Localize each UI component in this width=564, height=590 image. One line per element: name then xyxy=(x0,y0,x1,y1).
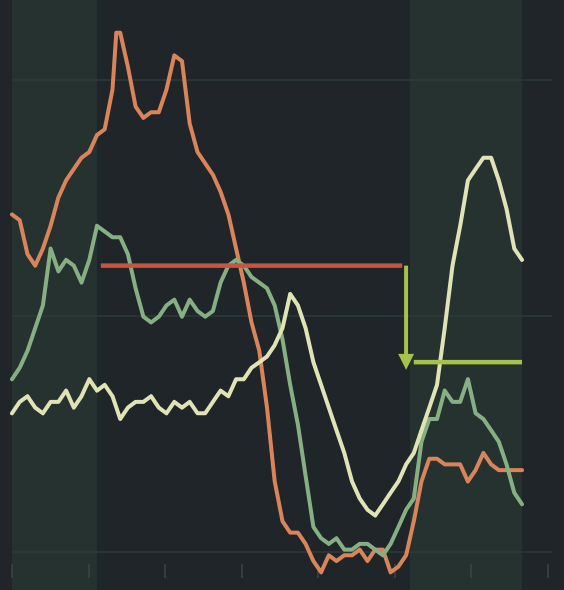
highlight-bands xyxy=(12,0,522,590)
highlight-band-2 xyxy=(409,0,522,590)
series-lines xyxy=(10,30,524,575)
reference-lines xyxy=(100,263,522,365)
series-line-2 xyxy=(10,223,524,558)
series-line-3 xyxy=(10,155,524,518)
arrow-head xyxy=(398,353,415,370)
highlight-band-1 xyxy=(12,0,97,590)
change-arrow xyxy=(398,265,415,370)
grid xyxy=(12,79,552,553)
series-line-1 xyxy=(10,30,524,575)
